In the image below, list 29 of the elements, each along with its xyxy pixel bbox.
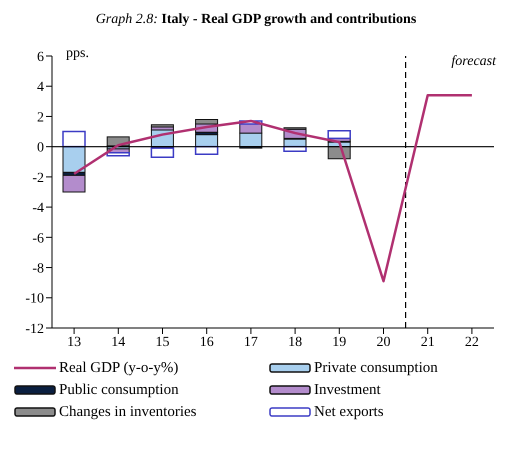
y-tick-label: 6 <box>37 50 44 65</box>
y-tick-label: -10 <box>25 292 44 307</box>
x-tick-label: 16 <box>200 334 214 350</box>
y-tick-label: -4 <box>32 201 44 216</box>
x-tick-label: 20 <box>376 334 390 350</box>
x-tick-label: 14 <box>111 334 126 350</box>
x-tick-label: 18 <box>288 334 302 350</box>
y-tick-label: 2 <box>37 110 44 126</box>
y-tick-label: -8 <box>32 262 44 277</box>
x-tick-label: 17 <box>244 334 258 350</box>
annotation: forecast <box>451 54 496 70</box>
x-tick-label: 13 <box>67 334 82 350</box>
y-tick-label: -2 <box>32 170 44 186</box>
chart-title: Graph 2.8: Italy - Real GDP growth and contributions <box>94 11 418 29</box>
x-tick-label: 22 <box>464 334 479 350</box>
y-axis-title: pps. <box>66 46 89 62</box>
legend-label: Investment <box>314 382 381 398</box>
x-tick-label: 15 <box>156 334 170 350</box>
legend-label: Net exports <box>314 404 384 420</box>
y-tick-label: 4 <box>37 80 44 96</box>
legend-label: Private consumption <box>314 360 438 376</box>
legend-label: Public consumption <box>59 382 179 398</box>
x-tick-label: 21 <box>420 334 435 350</box>
legend-label: Changes in inventories <box>59 404 196 420</box>
y-tick-label: 0 <box>37 140 44 156</box>
legend-label: Real GDP (y-o-y%) <box>59 360 178 376</box>
x-tick-label: 19 <box>332 334 346 350</box>
y-tick-label: -12 <box>25 322 44 337</box>
y-tick-label: -6 <box>32 231 44 246</box>
